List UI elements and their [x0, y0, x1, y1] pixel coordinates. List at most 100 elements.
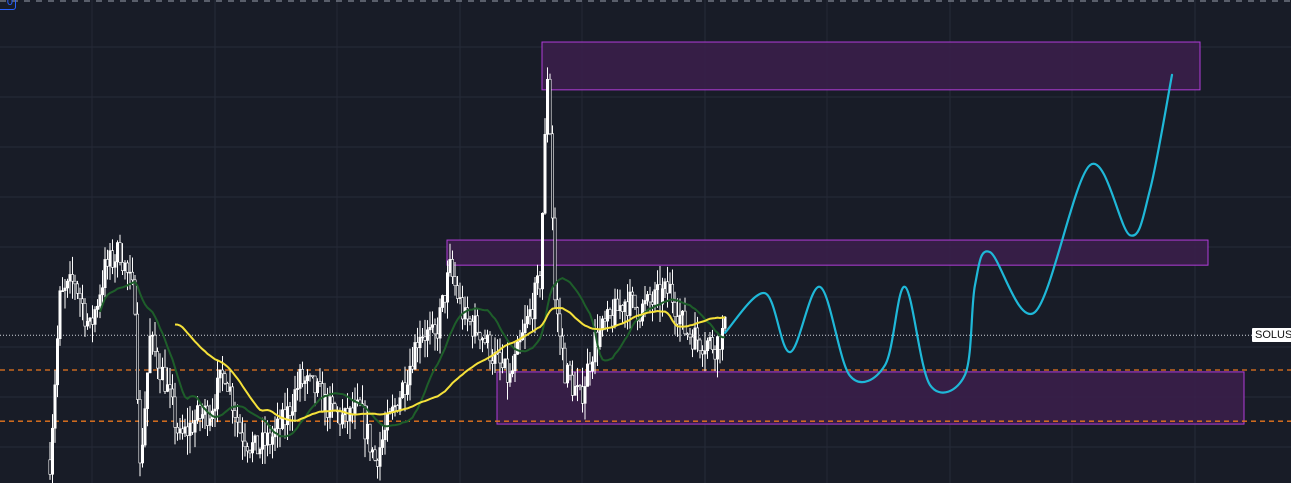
candle-body [485, 334, 489, 343]
candle-body [443, 295, 447, 303]
candle-body [710, 337, 714, 350]
candle-body [385, 413, 389, 431]
candle-body [568, 364, 572, 376]
candle-body [183, 426, 187, 434]
candle-body [510, 370, 514, 374]
candle-body [615, 298, 619, 312]
candle-body [418, 336, 422, 349]
candle-body [605, 309, 609, 322]
candle-body [563, 347, 567, 384]
candle-body [253, 435, 257, 443]
candle-body [275, 418, 279, 429]
candle-body [410, 365, 414, 370]
candle-body [413, 342, 417, 370]
candle-body [663, 281, 667, 289]
candle-body [383, 429, 387, 441]
candle-body [488, 334, 492, 362]
candle-body [618, 305, 622, 312]
horizontal-lines [0, 334, 1291, 422]
candle-body [693, 327, 697, 350]
candle-body [78, 292, 82, 300]
ma-slow-line [174, 307, 726, 422]
candle-body [480, 338, 484, 341]
candle-body [550, 133, 554, 219]
candle-body [630, 291, 634, 296]
candle-body [141, 444, 145, 464]
candle-body [98, 294, 102, 307]
candle-body [263, 432, 267, 446]
candle-body [113, 261, 117, 268]
candle-body [425, 329, 429, 341]
candle-body [88, 317, 92, 322]
candle-body [470, 321, 474, 337]
projection-path[interactable] [723, 73, 1174, 394]
candle-body [705, 340, 709, 352]
candle-body [151, 334, 155, 337]
candle-body [500, 362, 504, 368]
candle-body [161, 366, 165, 381]
candle-body [625, 301, 629, 316]
candle-body [403, 382, 407, 395]
candle-body [58, 290, 62, 339]
candle-body [405, 384, 409, 395]
candle-body [305, 375, 309, 382]
candle-body [116, 242, 120, 263]
candle-body [588, 363, 592, 372]
candle-body [585, 363, 589, 387]
candle-body [295, 388, 299, 390]
candle-body [293, 389, 297, 412]
candle-body [658, 284, 662, 305]
candle-body [338, 411, 342, 425]
candle-body [645, 294, 649, 301]
candle-body [688, 333, 692, 338]
candle-body [638, 320, 642, 322]
candle-body [198, 405, 202, 419]
candle-body [221, 369, 225, 375]
candle-body [106, 259, 110, 267]
candle-body [718, 336, 722, 350]
candle-body [193, 419, 197, 433]
candle-body [435, 333, 439, 339]
zone-rect [541, 41, 1201, 91]
candle-body [528, 309, 532, 317]
candle-body [248, 450, 252, 454]
candle-body [450, 259, 454, 277]
candle-body [146, 372, 150, 409]
candle-body [131, 271, 135, 281]
candle-body [373, 449, 377, 461]
candle-body [66, 280, 70, 289]
candle-body [558, 313, 562, 337]
candle-body [353, 402, 357, 416]
candle-body [111, 250, 115, 268]
candle-body [216, 377, 220, 410]
candle-body [455, 285, 459, 299]
candle-body [181, 428, 185, 434]
candle-body [48, 459, 52, 475]
candle-body [715, 336, 719, 360]
candle-body [188, 422, 192, 436]
candle-body [233, 410, 237, 418]
candle-body [623, 301, 627, 312]
candle-body [290, 411, 294, 416]
candle-body [508, 373, 512, 383]
candle-body [60, 290, 64, 292]
candle-body [573, 386, 577, 396]
candle-body [178, 428, 182, 434]
candle-body [448, 259, 452, 273]
candle-body [478, 332, 482, 341]
candle-body [186, 426, 190, 436]
candle-body [633, 294, 637, 308]
corner-badge[interactable]: 0 [0, 0, 16, 10]
candle-body [610, 315, 614, 327]
candle-body [218, 369, 222, 379]
candle-body [575, 385, 579, 387]
candle-body [166, 384, 170, 392]
candle-body [698, 339, 702, 351]
candle-body [713, 349, 717, 360]
candle-body [50, 427, 54, 475]
candle-body [415, 342, 419, 349]
candle-body [538, 275, 542, 290]
candle-body [73, 280, 77, 285]
candle-body [133, 279, 137, 315]
